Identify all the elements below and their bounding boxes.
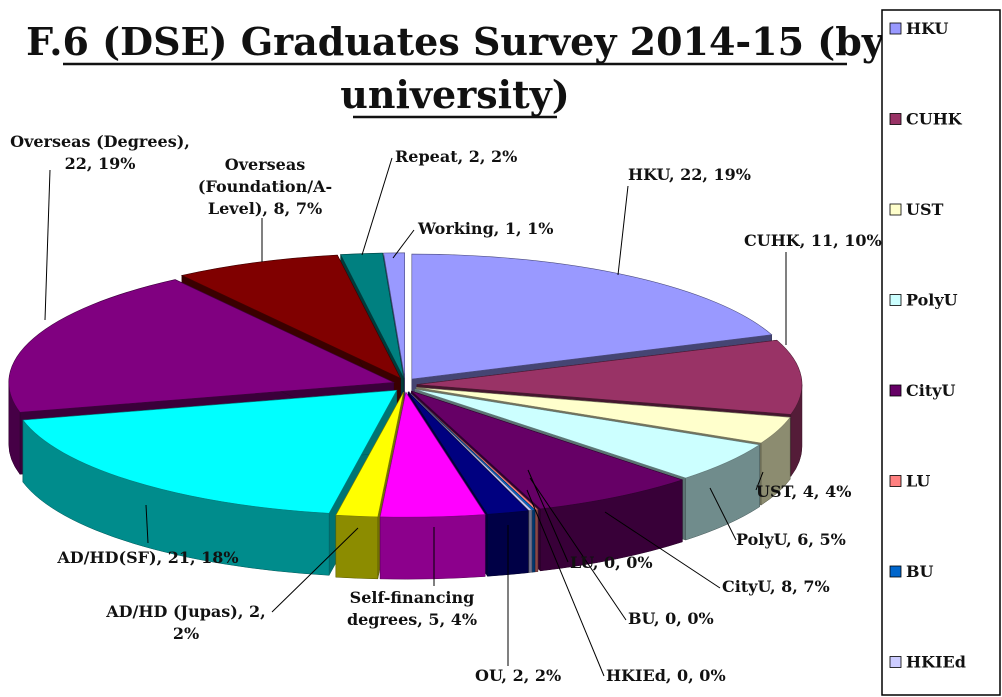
slice-top-overseas-degrees <box>8 279 395 413</box>
data-label-hku: HKU, 22, 19% <box>628 165 751 184</box>
slice-top-ou <box>407 391 529 515</box>
legend-entry-polyu: PolyU <box>889 291 958 310</box>
leader-line-ust <box>755 471 764 491</box>
legend-entry-ust: UST <box>889 200 944 219</box>
legend-label: HKU <box>906 19 948 38</box>
leader-line-working <box>392 229 415 259</box>
slice-rim <box>528 509 533 573</box>
slice-self-financing-degrees <box>379 391 486 580</box>
slice-rim <box>335 514 379 580</box>
data-label-ou: OU, 2, 2% <box>475 666 561 685</box>
data-label-hkied: HKIEd, 0, 0% <box>606 666 726 685</box>
leader-line-hku <box>617 185 629 276</box>
slice-top-hkied <box>408 391 533 511</box>
data-label-repeat: Repeat, 2, 2% <box>395 147 517 166</box>
legend-swatch <box>889 294 902 306</box>
leader-lines <box>44 157 787 677</box>
legend-entry-bu: BU <box>889 562 934 581</box>
legend-entry-lu: LU <box>889 472 930 491</box>
data-label-bu: BU, 0, 0% <box>628 609 714 628</box>
slice-top-cityu <box>411 390 684 510</box>
data-label-working: Working, 1, 1% <box>417 219 554 238</box>
slice-top-ust <box>416 387 791 444</box>
legend-frame <box>881 9 1001 696</box>
slice-top-ad-hd-sf <box>22 389 398 514</box>
legend-label: UST <box>906 200 944 219</box>
data-label-ad-hd-sf: AD/HD(SF), 21, 18% <box>56 548 238 567</box>
legend-label: CUHK <box>906 110 963 129</box>
legend-label: BU <box>906 562 934 581</box>
slice-top-self-financing-degrees <box>379 391 486 518</box>
leader-line-cityu <box>604 511 721 589</box>
slice-top-ad-hd-jupas <box>335 392 404 518</box>
legend-swatch <box>889 475 902 487</box>
leader-line-polyu <box>709 487 737 541</box>
legend-swatch <box>889 384 902 397</box>
legend-swatch <box>889 565 902 578</box>
leader-line-repeat <box>361 157 393 256</box>
slice-rim <box>379 514 486 580</box>
data-label-ust: UST, 4, 4% <box>756 482 851 501</box>
slice-rim <box>534 509 539 573</box>
chart-title-line-1: F.6 (DSE) Graduates Survey 2014-15 (by <box>26 19 885 64</box>
slice-rim <box>531 509 536 573</box>
legend-entry-hku: HKU <box>889 19 948 38</box>
leader-line-ad-hd-jupas <box>271 527 359 613</box>
legend-entry-cityu: CityU <box>889 381 956 400</box>
pie-slices <box>8 252 803 580</box>
data-label-polyu: PolyU, 6, 5% <box>736 530 846 549</box>
data-labels: HKU, 22, 19% CUHK, 11, 10% UST, 4, 4% PolyU… <box>10 132 882 685</box>
legend-swatch <box>889 22 902 35</box>
data-label-cityu: CityU, 8, 7% <box>722 577 830 596</box>
legend: HKU CUHK UST PolyU CityU LU BU HKIEd <box>881 9 1001 696</box>
slice-top-hku <box>411 253 773 380</box>
legend-swatch <box>889 656 902 668</box>
legend-label: HKIEd <box>906 653 966 672</box>
legend-swatch <box>889 113 902 125</box>
leader-line-ad-hd-sf <box>145 504 149 544</box>
data-label-self-financing-degrees: Self-financing degrees, 5, 4% <box>347 588 477 629</box>
chart-title: F.6 (DSE) Graduates Survey 2014-15 (by u… <box>26 19 885 119</box>
legend-label: LU <box>906 472 930 491</box>
data-label-overseas-foundation-a-level: Overseas (Foundation/A-Level), 8, 7% <box>198 155 332 218</box>
data-label-cuhk: CUHK, 11, 10% <box>744 231 882 250</box>
data-label-ad-hd-jupas: AD/HD (Jupas), 2, 2% <box>105 602 265 643</box>
leader-line-bu <box>529 477 627 621</box>
legend-entry-hkied: HKIEd <box>889 653 966 672</box>
legend-entry-cuhk: CUHK <box>889 110 963 129</box>
data-label-lu: LU, 0, 0% <box>570 553 653 572</box>
slice-top-cuhk <box>416 339 803 415</box>
slice-top-polyu <box>414 388 761 479</box>
leader-line-overseas-degrees <box>44 169 51 321</box>
legend-label: PolyU <box>906 291 958 310</box>
leader-line-hkied <box>526 489 605 677</box>
legend-swatch <box>889 203 902 216</box>
chart-title-line-2: university) <box>340 72 569 117</box>
slice-top-overseas-foundation-a-level <box>180 254 402 379</box>
slice-top-working <box>383 252 405 378</box>
legend-label: CityU <box>906 381 956 400</box>
slice-top-repeat <box>340 252 404 378</box>
data-label-overseas-degrees: Overseas (Degrees), 22, 19% <box>10 132 190 173</box>
